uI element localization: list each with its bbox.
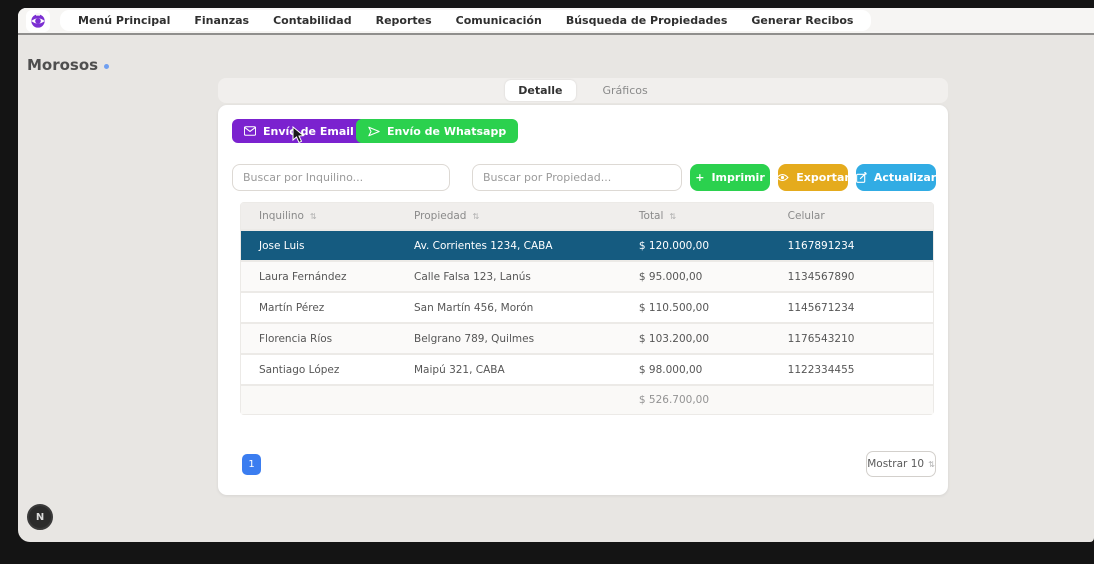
- cell-total: $ 103.200,00: [638, 332, 710, 345]
- page-size-select[interactable]: Mostrar 10 ⇅: [866, 451, 936, 477]
- nav-menu: Menú Principal Finanzas Contabilidad Report…: [60, 10, 872, 31]
- print-button[interactable]: + Imprimir: [690, 164, 770, 191]
- cell-celular: 1176543210: [787, 332, 855, 345]
- cell-propiedad: Maipú 321, CABA: [414, 363, 505, 376]
- debtors-table: Inquilino ⇅ Propiedad ⇅ Total ⇅ Celular …: [240, 202, 934, 415]
- total-sum: $ 526.700,00: [638, 394, 710, 406]
- app-window: Menú Principal Finanzas Contabilidad Report…: [18, 8, 1094, 542]
- tab-strip: Detalle Gráficos: [218, 78, 948, 103]
- table-row[interactable]: Laura Fernández Calle Falsa 123, Lanús $…: [241, 260, 933, 291]
- table-row[interactable]: Florencia Ríos Belgrano 789, Quilmes $ 1…: [241, 322, 933, 353]
- send-email-button[interactable]: Envío de Email: [232, 119, 366, 143]
- nav-item-4[interactable]: Comunicación: [455, 14, 542, 27]
- cell-total: $ 110.500,00: [638, 301, 710, 314]
- send-email-label: Envío de Email: [263, 124, 354, 138]
- cell-propiedad: Calle Falsa 123, Lanús: [414, 270, 531, 283]
- column-header-propiedad[interactable]: Propiedad ⇅: [414, 210, 480, 222]
- edit-icon: [855, 172, 867, 183]
- cell-inquilino: Laura Fernández: [259, 270, 347, 283]
- user-avatar[interactable]: N: [27, 504, 53, 530]
- table-body: Jose Luis Av. Corrientes 1234, CABA $ 12…: [241, 229, 933, 384]
- search-propiedad-input[interactable]: [472, 164, 682, 191]
- chevron-updown-icon: ⇅: [928, 459, 935, 469]
- export-button[interactable]: Exportar: [776, 164, 850, 191]
- table-header-row: Inquilino ⇅ Propiedad ⇅ Total ⇅ Celular: [241, 203, 933, 229]
- table-total-row: $ 526.700,00: [241, 384, 933, 414]
- table-row[interactable]: Santiago López Maipú 321, CABA $ 98.000,…: [241, 353, 933, 384]
- column-header-total[interactable]: Total ⇅: [638, 210, 677, 222]
- sort-icon[interactable]: ⇅: [309, 211, 317, 221]
- app-logo[interactable]: [26, 9, 50, 32]
- cell-propiedad: Av. Corrientes 1234, CABA: [414, 239, 553, 252]
- cell-total: $ 120.000,00: [638, 239, 710, 252]
- cell-total: $ 98.000,00: [638, 363, 703, 376]
- envelope-icon: [244, 126, 256, 136]
- cell-total: $ 95.000,00: [638, 270, 703, 283]
- nav-item-0[interactable]: Menú Principal: [78, 14, 171, 27]
- tab-detalle[interactable]: Detalle: [505, 80, 576, 101]
- send-whatsapp-button[interactable]: Envío de Whatsapp: [356, 119, 519, 143]
- tab-graficos[interactable]: Gráficos: [602, 84, 648, 97]
- cell-celular: 1122334455: [787, 363, 855, 376]
- nav-item-2[interactable]: Contabilidad: [273, 14, 352, 27]
- column-header-celular[interactable]: Celular: [787, 210, 825, 222]
- cell-celular: 1167891234: [787, 239, 855, 252]
- plus-icon: +: [695, 171, 705, 184]
- cell-propiedad: San Martín 456, Morón: [414, 301, 534, 314]
- cell-inquilino: Jose Luis: [259, 239, 305, 252]
- top-navigation-bar: Menú Principal Finanzas Contabilidad Report…: [18, 8, 1094, 35]
- send-icon: [368, 126, 380, 137]
- nav-item-6[interactable]: Generar Recibos: [751, 14, 854, 27]
- cell-celular: 1134567890: [787, 270, 855, 283]
- search-inquilino-input[interactable]: [232, 164, 450, 191]
- column-header-inquilino[interactable]: Inquilino ⇅: [259, 210, 317, 222]
- sort-icon[interactable]: ⇅: [472, 211, 480, 221]
- cell-inquilino: Santiago López: [259, 363, 340, 376]
- title-dot-icon: [104, 63, 110, 69]
- nav-item-1[interactable]: Finanzas: [194, 14, 250, 27]
- update-label: Actualizar: [873, 171, 937, 184]
- cell-propiedad: Belgrano 789, Quilmes: [414, 332, 535, 345]
- print-label: Imprimir: [711, 171, 765, 184]
- export-label: Exportar: [796, 171, 850, 184]
- nav-item-3[interactable]: Reportes: [375, 14, 432, 27]
- eye-logo-icon: [30, 12, 46, 29]
- eye-icon: [776, 173, 789, 182]
- update-button[interactable]: Actualizar: [855, 164, 937, 191]
- page-size-label: Mostrar 10: [867, 458, 925, 470]
- cell-celular: 1145671234: [787, 301, 855, 314]
- page-title: Morosos: [27, 56, 99, 74]
- send-whatsapp-label: Envío de Whatsapp: [387, 124, 507, 138]
- pagination-page-1-button[interactable]: 1: [242, 454, 261, 475]
- nav-item-5[interactable]: Búsqueda de Propiedades: [565, 14, 728, 27]
- sort-icon[interactable]: ⇅: [669, 211, 677, 221]
- table-row[interactable]: Jose Luis Av. Corrientes 1234, CABA $ 12…: [241, 229, 933, 260]
- debtors-card: Envío de Email Envío de Whatsapp + Impri…: [218, 105, 948, 495]
- table-row[interactable]: Martín Pérez San Martín 456, Morón $ 110…: [241, 291, 933, 322]
- page-title-wrap: Morosos: [27, 56, 110, 74]
- cell-inquilino: Florencia Ríos: [259, 332, 333, 345]
- cell-inquilino: Martín Pérez: [259, 301, 325, 314]
